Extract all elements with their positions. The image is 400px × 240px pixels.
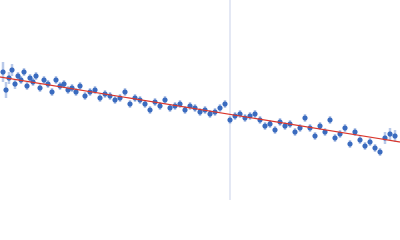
data-point — [33, 73, 39, 79]
data-point — [177, 101, 183, 107]
data-point — [267, 121, 273, 127]
data-point — [53, 77, 59, 83]
data-point — [142, 101, 148, 107]
data-point — [77, 83, 83, 89]
data-point — [317, 123, 323, 129]
data-point — [27, 75, 33, 81]
data-point — [112, 97, 118, 103]
data-point — [49, 89, 55, 95]
data-point — [37, 85, 43, 91]
data-point — [357, 137, 363, 143]
data-point — [157, 103, 163, 109]
data-point — [332, 135, 338, 141]
data-point — [322, 129, 328, 135]
data-point — [122, 89, 128, 95]
data-point — [282, 123, 288, 129]
data-point — [262, 123, 268, 129]
data-point — [292, 129, 298, 135]
data-point — [377, 149, 383, 155]
data-point — [352, 129, 358, 135]
data-point — [162, 97, 168, 103]
data-point — [367, 139, 373, 145]
data-point — [252, 111, 258, 117]
data-point — [61, 81, 67, 87]
data-point — [392, 133, 398, 139]
data-point — [92, 87, 98, 93]
data-point — [12, 81, 18, 87]
data-point — [217, 105, 223, 111]
data-point — [372, 145, 378, 151]
data-point — [297, 125, 303, 131]
data-point — [312, 133, 318, 139]
data-point — [342, 125, 348, 131]
data-point — [3, 87, 9, 93]
data-point — [347, 141, 353, 147]
data-point — [197, 109, 203, 115]
page: (() => { const data = JSON.parse(documen… — [0, 0, 400, 200]
data-point — [0, 69, 6, 75]
data-point — [21, 69, 27, 75]
data-point — [182, 107, 188, 113]
data-point — [387, 131, 393, 137]
data-point — [147, 107, 153, 113]
data-point — [24, 83, 30, 89]
fit-line — [0, 76, 400, 143]
data-point — [82, 93, 88, 99]
data-point — [207, 111, 213, 117]
data-point — [9, 67, 15, 73]
data-point — [222, 101, 228, 107]
data-point — [167, 105, 173, 111]
data-point — [327, 117, 333, 123]
data-point — [15, 73, 21, 79]
data-point — [41, 77, 47, 83]
data-point — [97, 95, 103, 101]
data-point — [127, 101, 133, 107]
chart — [0, 0, 400, 200]
data-point — [227, 117, 233, 123]
data-point — [302, 115, 308, 121]
data-point — [272, 127, 278, 133]
data-point — [73, 89, 79, 95]
data-point — [362, 143, 368, 149]
